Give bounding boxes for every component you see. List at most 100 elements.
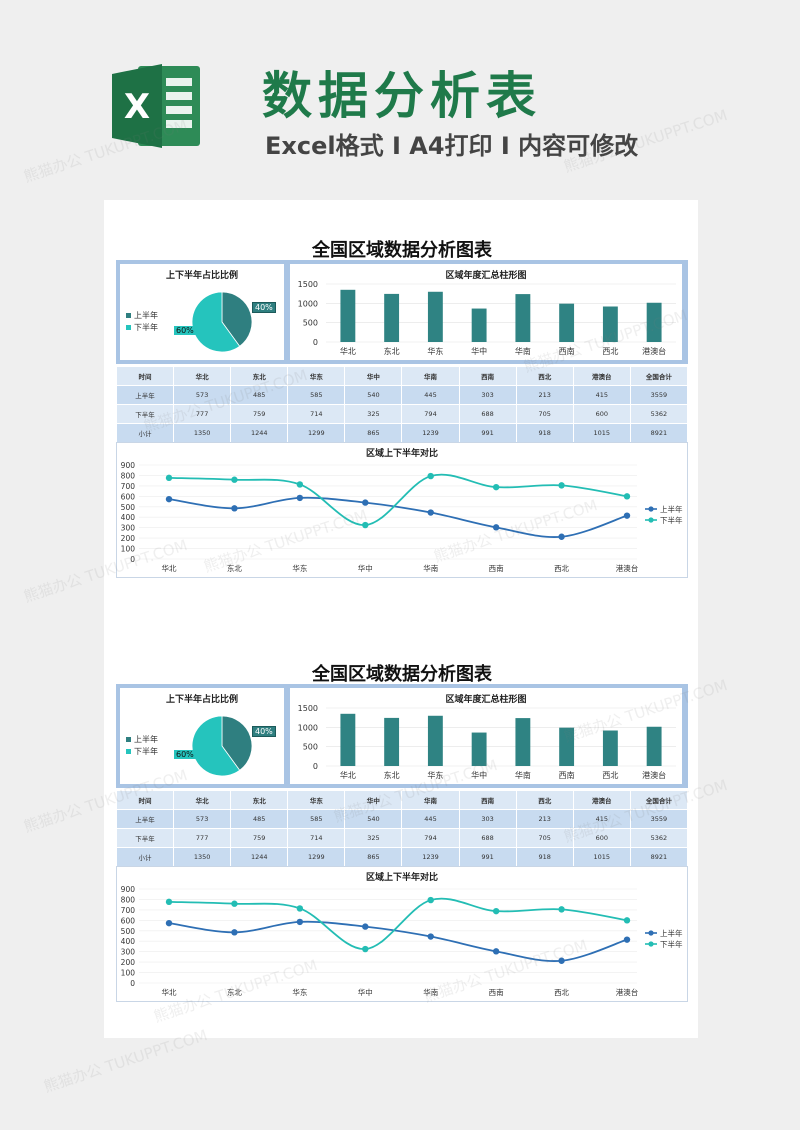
line-point: [165, 898, 173, 906]
line-x-tick-label: 华东: [292, 563, 307, 573]
table-cell: 688: [458, 828, 517, 848]
bar-y-tick-label: 1500: [298, 280, 318, 289]
table-cell: 991: [458, 847, 517, 867]
line-point: [492, 948, 500, 955]
dashboard-section: 全国区域数据分析图表 上下半年占比比例 上半年 下半年 40% 60% 区域年度…: [115, 660, 689, 1030]
section-title: 全国区域数据分析图表: [312, 664, 492, 685]
table-cell: 1350: [173, 847, 232, 867]
bar-y-tick-label: 1000: [298, 299, 318, 308]
line-x-tick-label: 西北: [554, 988, 570, 997]
bar-x-tick-label: 西北: [602, 347, 618, 356]
table-cell: 585: [287, 385, 346, 405]
line-y-tick-label: 300: [121, 948, 136, 957]
line-point: [427, 933, 434, 940]
table-header-cell: 华东: [287, 366, 346, 386]
data-table: 时间 华北 东北 华东 华中 华南 西南 西北 港澳台 全国合计 上半年 573 485 585 540 44…: [115, 790, 689, 867]
line-y-tick-label: 500: [121, 503, 136, 512]
line-legend-label: 上半年: [660, 504, 683, 514]
line-x-tick-label: 华南: [423, 563, 438, 573]
bar-1: [384, 717, 400, 766]
bar-chart: 0 500 1000 1500 华北 东北 华东 华中 华南 西南 西北 港澳台: [298, 280, 676, 356]
line-y-tick-label: 0: [130, 555, 135, 564]
bar-y-tick-label: 0: [313, 762, 318, 771]
table-row: 小计 1350 1244 1299 865 1239 991 918 1015 8921: [115, 423, 689, 443]
table-cell: 1239: [401, 847, 460, 867]
table-cell: 600: [572, 828, 631, 848]
legend-swatch: [126, 737, 131, 742]
table-cell: 573: [173, 385, 232, 405]
table-cell: 8921: [629, 847, 689, 867]
table-header-cell: 华中: [344, 790, 403, 810]
table-cell: 上半年: [115, 385, 175, 405]
line-x-tick-label: 华北: [162, 987, 177, 997]
line-point: [362, 945, 369, 953]
table-header-cell: 西南: [458, 790, 517, 810]
table-cell: 5362: [629, 828, 689, 848]
table-row: 上半年 573 485 585 540 445 303 213 415 3559: [115, 809, 689, 829]
table-cell: 705: [515, 404, 574, 424]
bar-y-tick-label: 500: [303, 319, 318, 328]
bar-x-tick-label: 东北: [384, 770, 400, 780]
bar-2: [427, 291, 443, 342]
line-series-0: [168, 496, 628, 538]
table-cell: 714: [287, 404, 346, 424]
bar-1: [384, 293, 400, 342]
line-legend-marker: [648, 930, 654, 936]
bar-x-tick-label: 西北: [602, 771, 618, 780]
bar-4: [515, 294, 531, 342]
table-header-cell: 华北: [173, 366, 232, 386]
data-table: 时间 华北 东北 华东 华中 华南 西南 西北 港澳台 全国合计 上半年 573 485 585 540 44…: [115, 366, 689, 443]
pie-legend-first-half: 上半年: [126, 734, 158, 745]
pie-slice: [221, 715, 253, 771]
line-point: [231, 476, 238, 483]
table-header-cell: 华中: [344, 366, 403, 386]
line-x-tick-label: 华中: [358, 563, 373, 573]
table-cell: 714: [287, 828, 346, 848]
table-cell: 865: [344, 423, 403, 443]
document-paper: 全国区域数据分析图表 上下半年占比比例 上半年 下半年 40% 60% 区域年度…: [104, 200, 698, 1038]
line-x-tick-label: 西南: [489, 563, 504, 573]
bar-chart-title: 区域年度汇总柱形图: [445, 271, 527, 281]
table-cell: 918: [515, 423, 574, 443]
bar-5: [559, 303, 575, 342]
line-x-tick-label: 西北: [554, 564, 570, 573]
table-header-cell: 西北: [515, 790, 574, 810]
table-cell: 540: [344, 809, 403, 829]
line-legend-marker: [648, 517, 654, 523]
line-point: [492, 907, 500, 915]
table-cell: 1244: [230, 847, 289, 867]
bar-chart-panel: 区域年度汇总柱形图 0 500 1000 1500 华北 东北 华东 华中 华南 西南 西北 港澳台: [290, 688, 682, 784]
line-x-tick-label: 华北: [162, 563, 177, 573]
table-cell: 485: [230, 385, 289, 405]
line-chart-title: 区域上下半年对比: [366, 447, 438, 459]
pie-chart-title: 上下半年占比比例: [165, 695, 238, 705]
line-point: [231, 900, 238, 907]
pie-legend-second-half: 下半年: [126, 322, 158, 333]
line-x-tick-label: 华中: [358, 987, 373, 997]
line-point: [231, 929, 238, 936]
line-y-tick-label: 700: [121, 906, 136, 915]
line-y-tick-label: 700: [121, 482, 136, 491]
line-x-tick-label: 西南: [489, 987, 504, 997]
pie-chart-panel: 上下半年占比比例 上半年 下半年 40% 60%: [120, 264, 284, 360]
table-header-cell: 全国合计: [629, 790, 689, 810]
line-y-tick-label: 400: [121, 513, 136, 522]
table-cell: 303: [458, 809, 517, 829]
line-series-1: [168, 897, 628, 950]
bar-x-tick-label: 东北: [384, 346, 400, 356]
bar-x-tick-label: 华南: [515, 770, 531, 780]
chart-band: 上下半年占比比例 上半年 下半年 40% 60% 区域年度汇总柱形图 0 500 1…: [116, 260, 688, 364]
table-cell: 1015: [572, 847, 631, 867]
bar-x-tick-label: 华东: [427, 770, 443, 780]
line-x-tick-label: 华南: [423, 987, 438, 997]
section-title: 全国区域数据分析图表: [312, 240, 492, 261]
line-y-tick-label: 900: [121, 461, 136, 470]
line-y-tick-label: 100: [121, 969, 136, 978]
table-cell: 794: [401, 404, 460, 424]
line-point: [623, 936, 631, 943]
pie-legend-first-half: 上半年: [126, 310, 158, 321]
table-cell: 1239: [401, 423, 460, 443]
bar-0: [340, 289, 356, 342]
line-legend-label: 下半年: [660, 515, 683, 525]
line-point: [492, 524, 500, 531]
